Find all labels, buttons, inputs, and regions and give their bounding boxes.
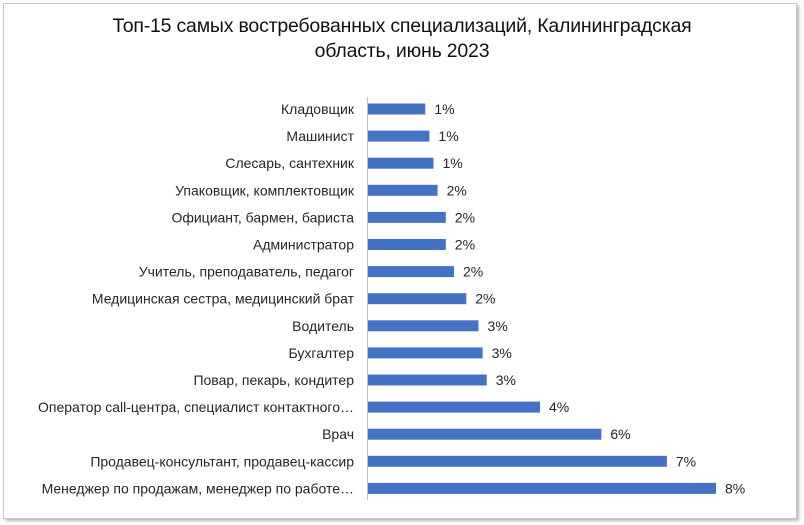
bar (368, 401, 540, 413)
data-label: 6% (610, 426, 630, 442)
category-label: Администратор (253, 237, 354, 253)
bar (368, 455, 667, 467)
category-label: Упаковщик, комплектовщик (175, 182, 355, 198)
category-label: Машинист (286, 128, 354, 144)
category-label: Бухгалтер (289, 345, 355, 361)
data-label: 2% (455, 237, 475, 253)
bar (368, 320, 479, 332)
data-label: 2% (447, 182, 467, 198)
data-label: 2% (463, 264, 483, 280)
chart-title: Топ-15 самых востребованных специализаци… (0, 14, 804, 64)
bar (368, 130, 430, 142)
data-label: 1% (438, 128, 458, 144)
data-label: 2% (455, 209, 475, 225)
bar (368, 157, 434, 169)
category-label: Водитель (292, 318, 354, 334)
category-label: Медицинская сестра, медицинский брат (92, 291, 355, 307)
category-label: Менеджер по продажам, менеджер по работе… (42, 480, 354, 496)
bar (368, 347, 483, 359)
category-label: Официант, бармен, бариста (171, 209, 354, 225)
bars-layer: Кладовщик 1% Машинист 1% Слесарь, сантехник 1… (38, 101, 745, 496)
bar (368, 184, 438, 196)
bar (368, 374, 487, 386)
category-label: Слесарь, сантехник (225, 155, 355, 171)
chart-title-line-2: область, июнь 2023 (314, 40, 490, 62)
data-label: 2% (475, 291, 495, 307)
bar (368, 482, 716, 494)
data-label: 4% (549, 399, 569, 415)
bar (368, 428, 602, 440)
data-label: 8% (725, 480, 745, 496)
bar (368, 103, 426, 115)
bar (368, 293, 467, 305)
data-label: 1% (443, 155, 463, 171)
category-label: Кладовщик (281, 101, 355, 117)
data-label: 3% (488, 318, 508, 334)
data-label: 7% (676, 453, 696, 469)
category-label: Повар, пекарь, кондитер (193, 372, 354, 388)
category-label: Учитель, преподаватель, педагог (139, 264, 354, 280)
category-label: Врач (322, 426, 354, 442)
data-label: 3% (492, 345, 512, 361)
bar (368, 239, 446, 250)
chart-title-line-1: Топ-15 самых востребованных специализаци… (112, 15, 692, 37)
data-label: 1% (434, 101, 454, 117)
bar (368, 211, 446, 223)
data-label: 3% (496, 372, 516, 388)
category-label: Оператор call-центра, специалист контакт… (38, 399, 354, 415)
category-label: Продавец-консультант, продавец-кассир (90, 453, 354, 469)
bar (368, 266, 454, 278)
